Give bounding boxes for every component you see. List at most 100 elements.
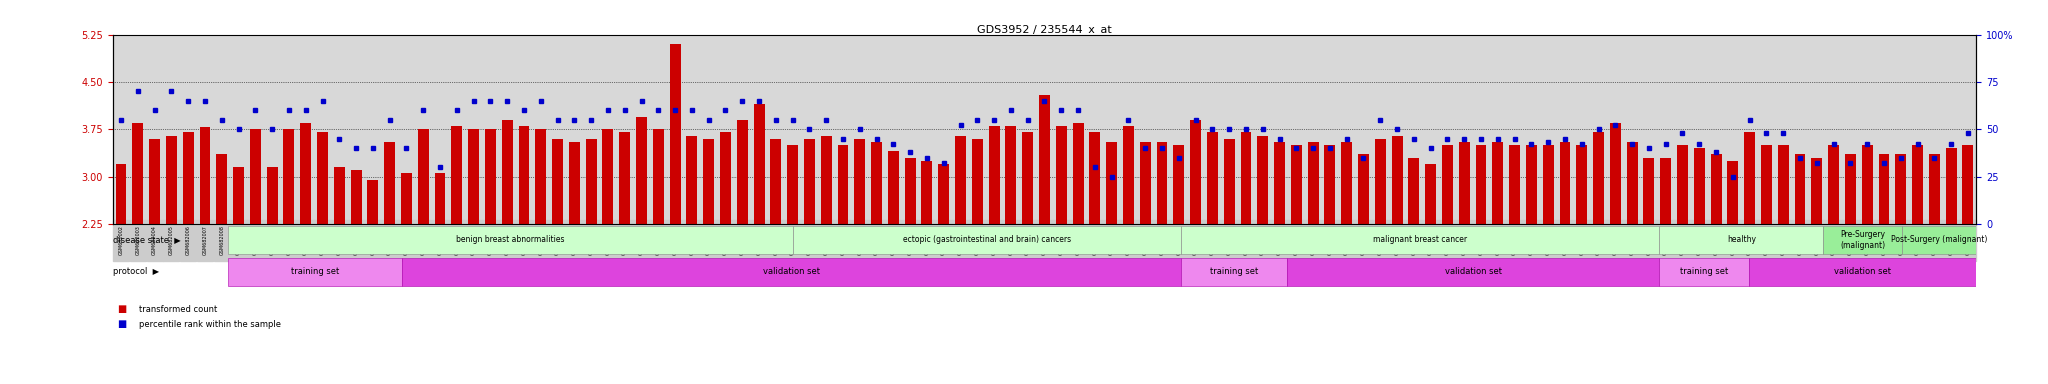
- Bar: [569, 142, 580, 224]
- Bar: [283, 129, 295, 224]
- Bar: [115, 164, 127, 224]
- Bar: [1206, 132, 1219, 224]
- Bar: [1358, 154, 1368, 224]
- Bar: [922, 161, 932, 224]
- Bar: [1845, 154, 1855, 224]
- Bar: [1257, 136, 1268, 224]
- Bar: [838, 145, 848, 224]
- Text: Pre-Surgery
(malignant): Pre-Surgery (malignant): [1839, 230, 1886, 250]
- Bar: [1341, 142, 1352, 224]
- Text: Post-Surgery (malignant): Post-Surgery (malignant): [1890, 235, 1987, 245]
- Bar: [1659, 225, 1823, 254]
- Bar: [1559, 142, 1571, 224]
- Bar: [182, 132, 195, 224]
- Text: training set: training set: [291, 268, 340, 276]
- Bar: [1659, 258, 1749, 286]
- Bar: [1391, 136, 1403, 224]
- Bar: [1241, 132, 1251, 224]
- Bar: [266, 167, 279, 224]
- Bar: [870, 142, 883, 224]
- Bar: [227, 258, 401, 286]
- Bar: [1661, 158, 1671, 224]
- Bar: [1862, 145, 1872, 224]
- Bar: [1829, 145, 1839, 224]
- Text: ectopic (gastrointestinal and brain) cancers: ectopic (gastrointestinal and brain) can…: [903, 235, 1071, 245]
- Bar: [973, 139, 983, 224]
- Bar: [401, 174, 412, 224]
- Text: percentile rank within the sample: percentile rank within the sample: [139, 320, 281, 329]
- Bar: [1409, 158, 1419, 224]
- Bar: [1677, 145, 1688, 224]
- Bar: [1726, 161, 1739, 224]
- Bar: [1022, 132, 1032, 224]
- Bar: [250, 129, 260, 224]
- Bar: [1180, 258, 1286, 286]
- Bar: [1122, 126, 1135, 224]
- Bar: [1542, 145, 1554, 224]
- Bar: [1290, 145, 1303, 224]
- Bar: [1778, 145, 1788, 224]
- Bar: [653, 129, 664, 224]
- Bar: [518, 126, 530, 224]
- Bar: [1946, 148, 1956, 224]
- Bar: [721, 132, 731, 224]
- Text: training set: training set: [1210, 268, 1257, 276]
- Bar: [1442, 145, 1452, 224]
- Bar: [793, 225, 1180, 254]
- Bar: [1475, 145, 1487, 224]
- Bar: [1794, 154, 1806, 224]
- Bar: [637, 117, 647, 224]
- Text: healthy: healthy: [1726, 235, 1755, 245]
- Bar: [1286, 258, 1659, 286]
- Bar: [1823, 225, 1903, 254]
- Bar: [1626, 142, 1638, 224]
- Bar: [938, 164, 948, 224]
- Bar: [954, 136, 967, 224]
- Bar: [786, 145, 799, 224]
- Bar: [1878, 154, 1890, 224]
- Text: training set: training set: [1679, 268, 1729, 276]
- Bar: [1894, 154, 1907, 224]
- Bar: [199, 127, 211, 224]
- Bar: [618, 132, 631, 224]
- Bar: [702, 139, 715, 224]
- Bar: [1493, 142, 1503, 224]
- Bar: [1274, 142, 1284, 224]
- Bar: [1761, 145, 1772, 224]
- Bar: [553, 139, 563, 224]
- Bar: [1509, 145, 1520, 224]
- Bar: [1593, 132, 1604, 224]
- Bar: [989, 126, 999, 224]
- Bar: [317, 132, 328, 224]
- Bar: [1903, 225, 1976, 254]
- Bar: [1225, 139, 1235, 224]
- Text: malignant breast cancer: malignant breast cancer: [1372, 235, 1466, 245]
- Bar: [502, 120, 512, 224]
- Bar: [451, 126, 463, 224]
- Bar: [1073, 123, 1083, 224]
- Bar: [805, 139, 815, 224]
- Text: transformed count: transformed count: [139, 305, 217, 314]
- Bar: [1090, 132, 1100, 224]
- Bar: [854, 139, 864, 224]
- Bar: [737, 120, 748, 224]
- Bar: [1057, 126, 1067, 224]
- Bar: [217, 154, 227, 224]
- Text: validation set: validation set: [1835, 268, 1890, 276]
- Bar: [418, 129, 428, 224]
- Bar: [469, 129, 479, 224]
- Title: GDS3952 / 235544_x_at: GDS3952 / 235544_x_at: [977, 24, 1112, 35]
- Bar: [1929, 154, 1939, 224]
- Text: disease state  ▶: disease state ▶: [113, 235, 180, 245]
- Bar: [1642, 158, 1655, 224]
- Text: benign breast abnormalities: benign breast abnormalities: [457, 235, 565, 245]
- Bar: [1526, 145, 1536, 224]
- Text: ■: ■: [117, 319, 127, 329]
- Bar: [1913, 145, 1923, 224]
- Bar: [821, 136, 831, 224]
- Bar: [535, 129, 547, 224]
- Bar: [670, 44, 680, 224]
- Bar: [133, 123, 143, 224]
- Text: validation set: validation set: [1444, 268, 1501, 276]
- Bar: [586, 139, 596, 224]
